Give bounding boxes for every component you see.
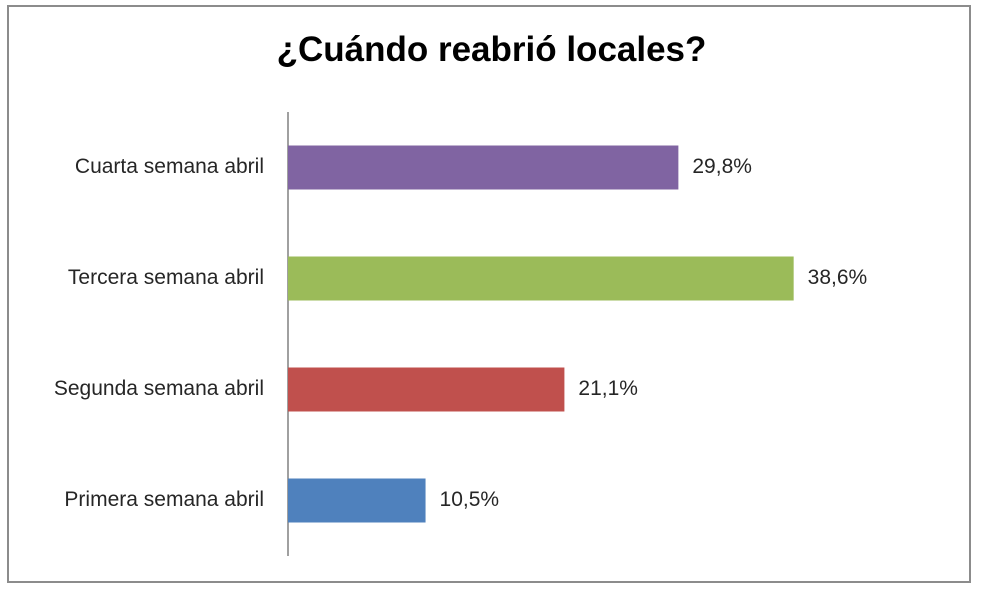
category-label: Tercera semana abril — [68, 266, 264, 289]
bar-1 — [288, 145, 679, 190]
value-label: 21,1% — [578, 377, 638, 400]
value-label: 29,8% — [692, 155, 752, 178]
category-label: Cuarta semana abril — [75, 155, 264, 178]
chart-title: ¿Cuándo reabrió locales? — [276, 30, 707, 69]
category-label: Segunda semana abril — [54, 377, 264, 400]
bar-4 — [288, 478, 426, 523]
category-label: Primera semana abril — [64, 488, 264, 511]
value-label: 38,6% — [808, 266, 868, 289]
value-label: 10,5% — [440, 488, 500, 511]
bar-3 — [288, 367, 565, 412]
bar-2 — [288, 256, 794, 301]
